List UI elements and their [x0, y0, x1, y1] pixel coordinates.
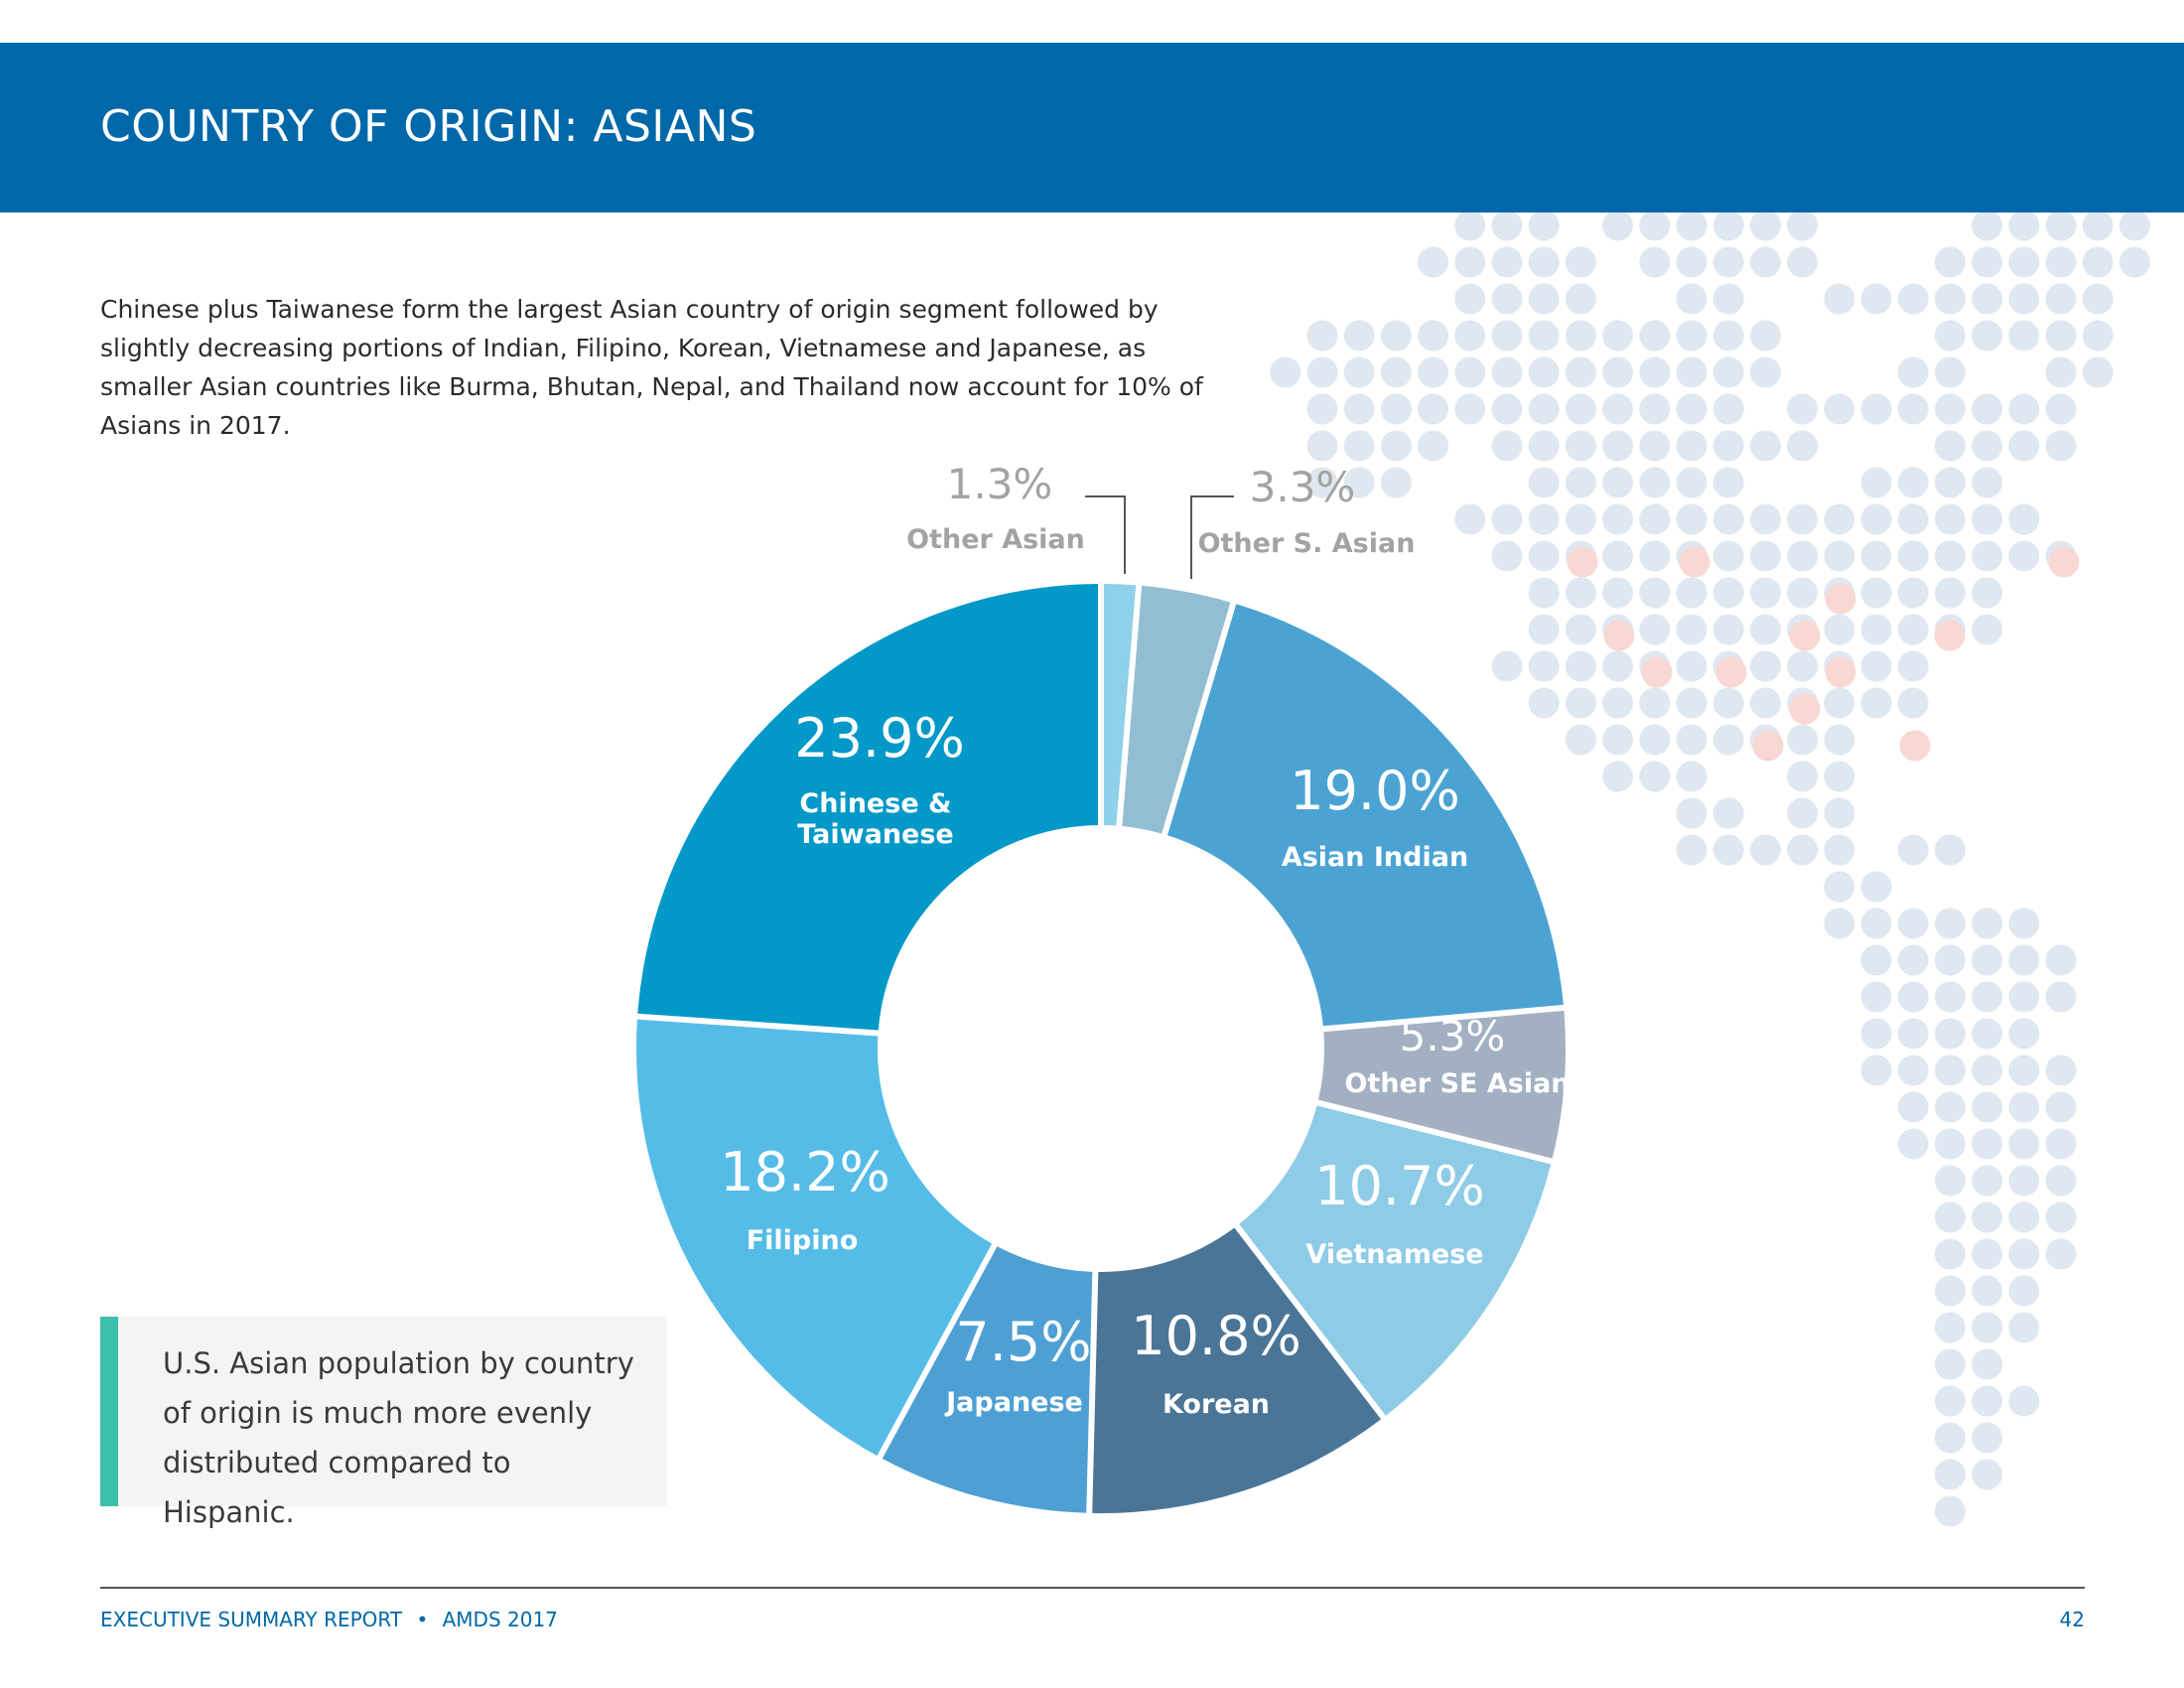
- callout-text: U.S. Asian population by country of orig…: [163, 1346, 634, 1529]
- value-label-vietnamese: 10.7%: [1314, 1155, 1485, 1217]
- page-number: 42: [2059, 1608, 2085, 1631]
- donut-slice-other-se-asian: [1317, 1010, 1566, 1159]
- value-label-korean: 10.8%: [1131, 1305, 1301, 1367]
- leader-line-other-s-asian: [1190, 495, 1234, 579]
- footer-edition: AMDS 2017: [442, 1608, 558, 1631]
- donut-slice-chinese-taiwanese: [637, 584, 1099, 1031]
- value-label-japanese: 7.5%: [955, 1311, 1091, 1373]
- footer-separator: •: [416, 1608, 429, 1631]
- value-label-filipino: 18.2%: [720, 1141, 890, 1203]
- donut-slice-japanese: [882, 1246, 1093, 1513]
- category-label-japanese: Japanese: [944, 1387, 1083, 1418]
- category-label-korean: Korean: [1162, 1389, 1270, 1420]
- value-label-asian-indian: 19.0%: [1290, 760, 1460, 822]
- category-label-other-s-asian: Other S. Asian: [1198, 528, 1416, 559]
- donut-slice-asian-indian: [1166, 604, 1564, 1027]
- callout-accent-bar: [100, 1317, 118, 1506]
- leader-line-other-asian: [1085, 495, 1126, 574]
- category-label-other-se-asian: Other SE Asian: [1344, 1068, 1570, 1099]
- value-label-other-se-asian: 5.3%: [1400, 1012, 1506, 1060]
- donut-slice-vietnamese: [1239, 1105, 1552, 1416]
- intro-paragraph: Chinese plus Taiwanese form the largest …: [100, 295, 1203, 440]
- category-label-asian-indian: Asian Indian: [1282, 842, 1468, 873]
- value-label-other-s-asian: 3.3%: [1250, 463, 1356, 511]
- donut-slice-korean: [1092, 1227, 1382, 1513]
- category-label-filipino: Filipino: [747, 1225, 859, 1256]
- footer-report-title: EXECUTIVE SUMMARY REPORT: [100, 1608, 403, 1631]
- value-label-other-asian: 1.3%: [947, 460, 1053, 508]
- donut-slice-filipino: [635, 1019, 993, 1457]
- footer-report-info: EXECUTIVE SUMMARY REPORT • AMDS 2017: [100, 1608, 558, 1631]
- category-label-vietnamese: Vietnamese: [1305, 1239, 1483, 1270]
- page-header: [0, 43, 2184, 212]
- callout-box: U.S. Asian population by country of orig…: [100, 1317, 667, 1529]
- value-label-chinese-taiwanese: 23.9%: [794, 707, 965, 770]
- donut-slice-other-asian: [1103, 584, 1137, 826]
- category-label-chinese-taiwanese: Chinese & Taiwanese: [797, 788, 954, 850]
- page-title: COUNTRY OF ORIGIN: ASIANS: [100, 101, 757, 152]
- footer-divider: [100, 1587, 2085, 1589]
- category-label-other-asian: Other Asian: [906, 524, 1085, 555]
- donut-slice-other-s-asian: [1122, 585, 1231, 834]
